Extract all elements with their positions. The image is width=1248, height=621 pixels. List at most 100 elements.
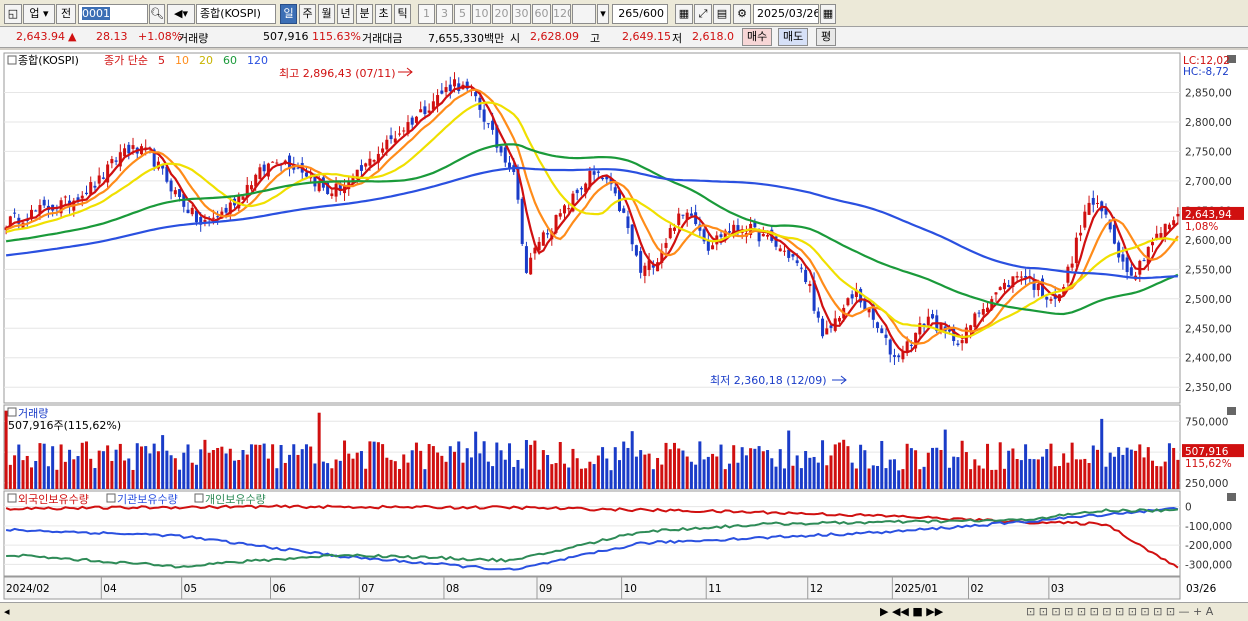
candle-body (406, 122, 410, 135)
candle-body (304, 172, 308, 177)
volume-bar (1028, 458, 1032, 489)
volume-bar (787, 430, 791, 489)
zoom-tools-icon[interactable]: ⊡ ⊡ ⊡ ⊡ ⊡ ⊡ ⊡ ⊡ ⊡ ⊡ ⊡ ⊡ — + A (1026, 605, 1214, 618)
candle-body (799, 267, 803, 269)
period-tab-3[interactable]: 년 (337, 4, 354, 24)
volume-bar (8, 464, 12, 489)
ma-period-60: 60 (223, 54, 237, 67)
date-field[interactable]: 2025/03/26 (753, 4, 819, 24)
candle-body (634, 245, 638, 256)
candle-body (364, 163, 368, 167)
volume-bar (706, 456, 710, 489)
candle-body (8, 216, 12, 226)
candle-body (508, 162, 512, 169)
candle-body (1041, 278, 1045, 297)
volume-bar (1100, 418, 1104, 489)
period-tab-5[interactable]: 초 (375, 4, 392, 24)
volume-bar (29, 467, 33, 489)
candle-body (266, 163, 270, 177)
candle-body (804, 269, 808, 283)
volume-bar (254, 444, 258, 489)
indicator-icon[interactable]: ▦ (675, 4, 693, 24)
volume-bar (943, 429, 947, 489)
volume-bar (537, 469, 541, 489)
scroll-left-icon[interactable]: ◂ (4, 605, 10, 618)
volume-bar (131, 469, 135, 489)
calendar-icon[interactable]: ▦ (820, 4, 836, 24)
interval-button-5[interactable]: 5 (454, 4, 471, 24)
candle-body (76, 197, 80, 202)
volume-bar (495, 442, 499, 489)
panel-close-icon[interactable] (1227, 493, 1236, 501)
volume-bar (757, 446, 761, 489)
period-tab-6[interactable]: 틱 (394, 4, 411, 24)
candle-body (787, 249, 791, 258)
candle-body (1096, 202, 1100, 204)
y-tick-label: 2,750,00 (1185, 146, 1232, 158)
volume-bar (626, 447, 630, 489)
prev-button[interactable]: 전 (56, 4, 76, 24)
volume-bar (871, 465, 875, 489)
holdings-series-label-2: 개인보유수량 (205, 493, 266, 506)
period-tab-2[interactable]: 월 (318, 4, 335, 24)
eval-button[interactable]: 평 (816, 28, 837, 46)
gear-icon[interactable]: ⚙ (733, 4, 751, 24)
compare-icon[interactable]: ⤢ (694, 4, 712, 24)
volume-bar (571, 448, 575, 489)
interval-button-10[interactable]: 10 (472, 4, 491, 24)
chart-type-icon[interactable]: ◱ (4, 4, 22, 24)
interval-button-1[interactable]: 1 (418, 4, 435, 24)
candle-body (821, 318, 825, 337)
amount: 7,655,330백만 (428, 32, 505, 45)
month-label-0: 2024/02 (6, 583, 50, 595)
ma-line-10 (5, 88, 1179, 346)
panel-close-icon[interactable] (1227, 407, 1236, 415)
buy-button[interactable]: 매수 (742, 28, 773, 46)
sell-button[interactable]: 매도 (778, 28, 809, 46)
volume-bar (584, 468, 588, 489)
panel-close-icon[interactable] (1227, 55, 1236, 63)
market-select[interactable]: 업 ▾ (23, 4, 55, 24)
period-tab-4[interactable]: 분 (356, 4, 373, 24)
candle-body (914, 332, 918, 349)
candle-body (1138, 260, 1142, 275)
count-field[interactable]: 265/600 (612, 4, 668, 24)
volume-bar (744, 455, 748, 489)
volume-bar (1155, 466, 1159, 489)
volume-bar (1002, 468, 1006, 489)
play-icon[interactable]: ▶ ◀◀ ■ ▶▶ (880, 605, 944, 618)
interval-button-3[interactable]: 3 (436, 4, 453, 24)
dropdown-icon[interactable]: ▾ (597, 4, 609, 24)
volume-bar (110, 460, 114, 489)
volume-bar (376, 442, 380, 489)
volume-bar (1167, 443, 1171, 489)
volume-bar (672, 442, 676, 489)
candle-body (444, 87, 448, 92)
candle-body (241, 196, 245, 200)
sound-icon[interactable]: ◀▾ (167, 4, 195, 24)
code-input[interactable]: 0001 (78, 4, 148, 24)
candle-body (1117, 242, 1121, 258)
interval-button-30[interactable]: 30 (512, 4, 531, 24)
print-icon[interactable]: ▤ (713, 4, 731, 24)
interval-button-60[interactable]: 60 (532, 4, 551, 24)
candle-body (63, 196, 67, 198)
candle-body (981, 309, 985, 315)
volume-bar (981, 468, 985, 489)
candle-body (381, 148, 385, 153)
candle-body (1146, 246, 1150, 264)
search-icon[interactable]: 🔍︎ (149, 4, 165, 24)
period-tab-0[interactable]: 일 (280, 4, 297, 24)
panel-icon (7, 55, 17, 65)
candle-body (1011, 276, 1015, 288)
interval-button-20[interactable]: 20 (492, 4, 511, 24)
candle-body (101, 177, 105, 179)
period-tab-1[interactable]: 주 (299, 4, 316, 24)
volume-bar (884, 468, 888, 489)
candle-body (664, 242, 668, 248)
candle-body (990, 299, 994, 310)
volume-bar (368, 441, 372, 489)
volume-bar (55, 469, 59, 489)
interval-button-120[interactable]: 120 (552, 4, 571, 24)
volume-bar (867, 468, 871, 489)
